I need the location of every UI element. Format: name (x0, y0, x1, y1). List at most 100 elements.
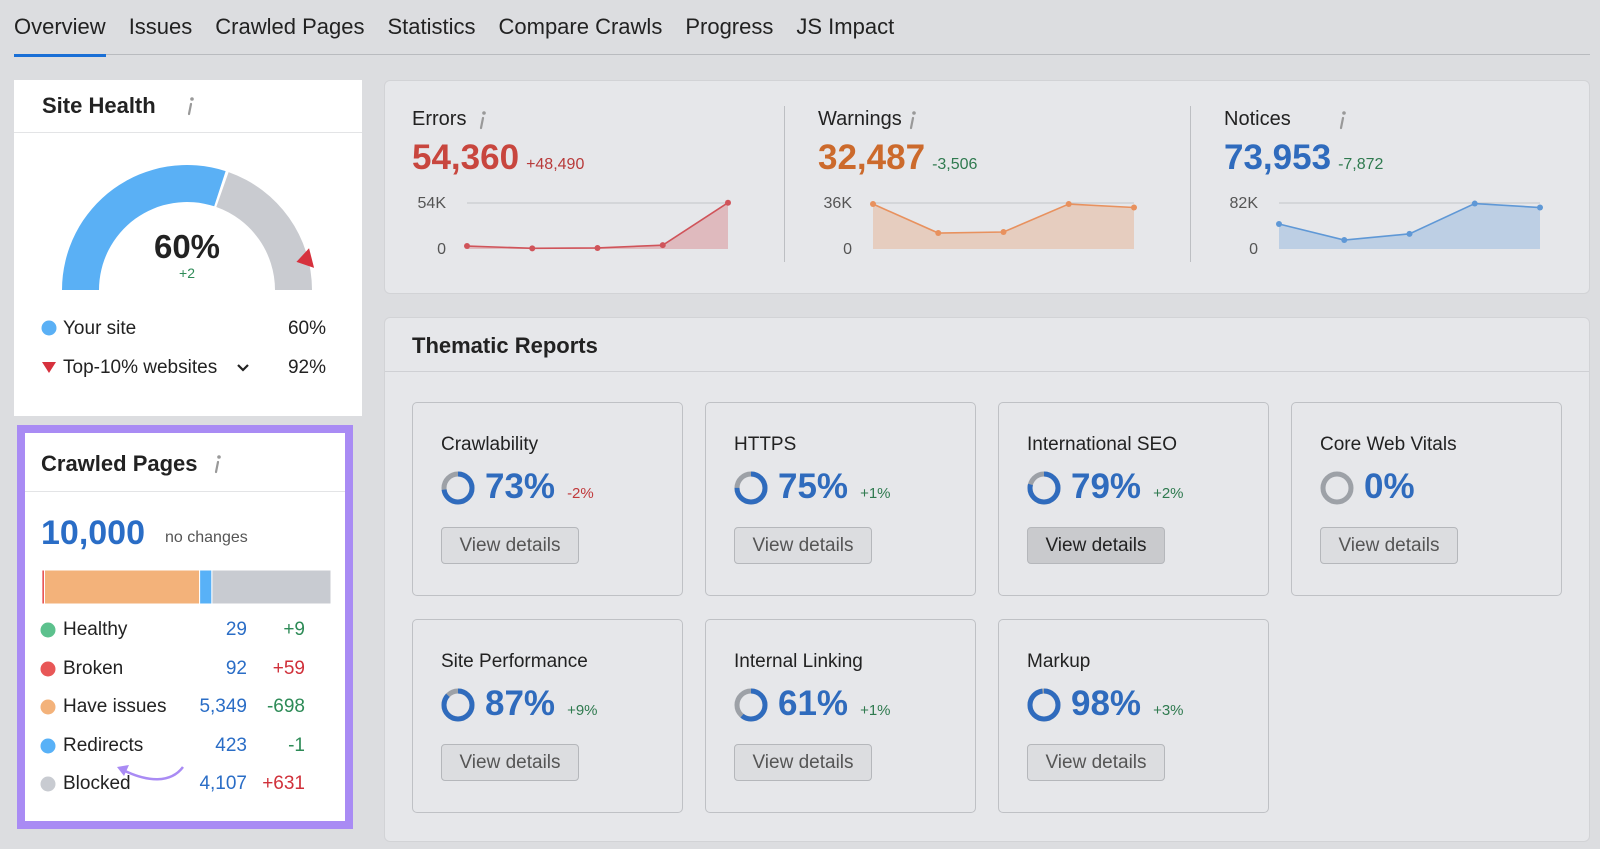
info-dot (1342, 111, 1346, 115)
progress-ring (734, 688, 768, 722)
report-tile: International SEO 79% +2% View details (998, 402, 1269, 596)
gauge-score: 60% (153, 228, 221, 265)
sparkline-point (594, 244, 601, 251)
sparkline-point (1065, 201, 1072, 208)
info-dot (912, 111, 916, 115)
report-row: 0% (1364, 467, 1415, 507)
chevron (237, 364, 249, 372)
metric-row: 54,360 +48,490 (412, 138, 584, 178)
ring-value (734, 471, 768, 505)
row-dot (40, 738, 56, 753)
tab[interactable]: Progress (685, 14, 774, 39)
ring-value (1027, 471, 1061, 505)
metric-total: 54,360 (412, 138, 520, 177)
dropdown-chevron[interactable] (236, 363, 250, 373)
row-dot (40, 776, 56, 792)
info-stem (187, 102, 193, 116)
y-tick-label: 82K (1230, 195, 1259, 212)
report-name: Site Performance (441, 651, 588, 672)
legend-marker (41, 320, 57, 336)
y-tick-label: 36K (824, 195, 853, 212)
sparkline-point (1131, 204, 1137, 211)
sparkline-point (870, 201, 876, 208)
ring-value (441, 471, 475, 505)
report-change: +9% (567, 702, 598, 719)
report-change: +3% (1153, 702, 1184, 719)
y-tick-label: 0 (437, 241, 446, 258)
top10-marker (296, 248, 315, 268)
view-details-button[interactable]: View details (1027, 744, 1165, 781)
tab[interactable]: JS Impact (796, 14, 895, 39)
report-change: +1% (860, 702, 891, 719)
tab[interactable]: Statistics (387, 14, 476, 39)
view-details-button[interactable]: View details (441, 527, 579, 564)
tab[interactable]: Compare Crawls (498, 14, 663, 39)
sparkline-point (725, 199, 731, 206)
ring-value (734, 688, 768, 722)
y-tick-label: 54K (418, 195, 447, 212)
tab[interactable]: Crawled Pages (215, 14, 365, 39)
arrow-head (117, 765, 129, 776)
row-change: +59 (272, 657, 305, 679)
legend-value: 60% (287, 318, 326, 339)
view-details-button[interactable]: View details (734, 527, 872, 564)
sparkline-point (1276, 220, 1282, 227)
column-divider (1190, 106, 1191, 262)
metrics-card: Errors 54,360 +48,490 0 54K Warnings 32,487 -3,… (384, 80, 1590, 294)
divider (25, 491, 345, 492)
row-dot (40, 661, 56, 676)
gauge-value (62, 165, 226, 290)
ring-track (1320, 471, 1354, 505)
info-stem (909, 116, 915, 130)
metric-change: +48,490 (526, 156, 585, 173)
crawled-pages-highlight: Crawled Pages 10,000 no changes Healthy 29 +9… (17, 425, 353, 829)
y-tick-label: 0 (1249, 241, 1258, 258)
row-value: 29 (225, 619, 247, 640)
progress-ring (441, 471, 475, 505)
tab[interactable]: Issues (128, 14, 193, 39)
legend-value: 92% (287, 357, 326, 378)
report-change: +2% (1153, 485, 1184, 502)
total: 10,000 (41, 514, 145, 552)
report-tile: Core Web Vitals 0% View details (1291, 402, 1562, 596)
legend-dot (41, 320, 57, 336)
view-details-button[interactable]: View details (734, 744, 872, 781)
row-name: Healthy (63, 619, 128, 640)
legend-triangle (42, 362, 56, 373)
report-name: Internal Linking (734, 651, 863, 672)
report-row: 87% +9% (485, 684, 598, 724)
arrow-curve (120, 766, 184, 781)
total-note: no changes (165, 529, 248, 546)
dot (40, 661, 56, 676)
row-name: Blocked (63, 773, 131, 794)
report-name: Core Web Vitals (1320, 434, 1457, 455)
column-divider (784, 106, 785, 262)
row-change: -1 (288, 734, 305, 756)
metric-change: -7,872 (1338, 156, 1384, 173)
row-value: 4,107 (199, 773, 247, 794)
tab[interactable]: Overview (14, 0, 106, 57)
progress-ring (441, 688, 475, 722)
row-change: -698 (266, 696, 305, 717)
row-name: Broken (63, 657, 124, 679)
sparkline-point (1341, 237, 1348, 244)
bar-segment (44, 569, 201, 605)
divider (14, 132, 362, 133)
report-change: -2% (567, 485, 594, 502)
info-dot (190, 97, 194, 101)
row-value: 423 (215, 734, 247, 756)
view-details-button[interactable]: View details (1027, 527, 1165, 564)
report-tile: HTTPS 75% +1% View details (705, 402, 976, 596)
gauge-track (216, 172, 312, 290)
row-name: Have issues (63, 696, 167, 717)
view-details-button[interactable]: View details (1320, 527, 1458, 564)
progress-ring (1027, 471, 1061, 505)
sparkline: 0 82K (1230, 195, 1543, 258)
metric-title: Warnings (818, 108, 902, 130)
row-change: +631 (262, 773, 305, 794)
y-tick-label: 0 (843, 241, 852, 258)
sparkline: 0 36K (824, 195, 1137, 258)
view-details-button[interactable]: View details (441, 744, 579, 781)
crawled-pages-card: Crawled Pages 10,000 no changes Healthy 29 +9… (25, 433, 345, 821)
metric-row: 73,953 -7,872 (1224, 138, 1383, 178)
